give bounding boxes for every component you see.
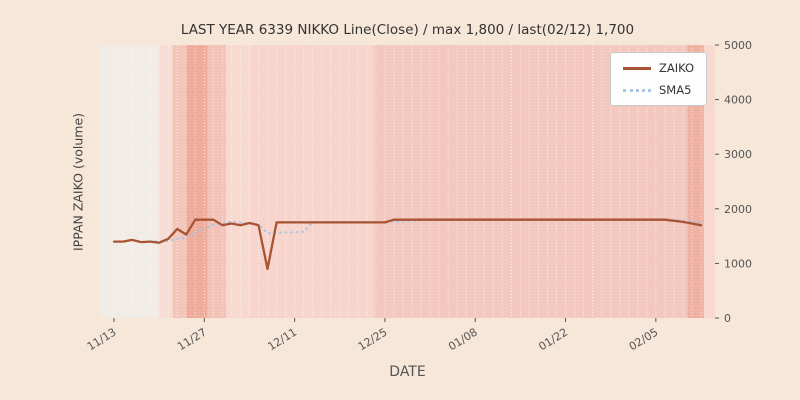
x-tick-label: 02/05 [627, 326, 661, 354]
y-tick-label: 0 [724, 312, 731, 325]
y-tick-label: 1000 [724, 257, 752, 270]
y-tick-label: 3000 [724, 148, 752, 161]
chart-title: LAST YEAR 6339 NIKKO Line(Close) / max 1… [180, 22, 635, 38]
shade-band [207, 45, 227, 318]
x-tick-label: 12/11 [265, 326, 299, 354]
y-axis-label: IPPAN ZAIKO (volume) [70, 112, 86, 252]
shade-band [250, 45, 374, 318]
shade-band [100, 45, 159, 318]
x-tick-label: 11/13 [85, 326, 119, 354]
legend-label-sma5: SMA5 [659, 83, 692, 97]
shade-band [226, 45, 251, 318]
zaiko-line [112, 218, 703, 271]
shade-band [703, 45, 715, 318]
sma5-line-sample-icon [623, 88, 651, 92]
y-tick-label: 5000 [724, 39, 752, 52]
shade-band [158, 45, 173, 318]
x-tick-label: 01/08 [446, 326, 480, 354]
x-tick-label: 12/25 [356, 326, 390, 354]
shade-band [172, 45, 187, 318]
x-tick-label: 01/22 [536, 326, 570, 354]
zaiko-line-sample-icon [623, 66, 651, 70]
legend: ZAIKO SMA5 [610, 52, 708, 106]
x-axis-label: DATE [389, 364, 426, 380]
x-tick-label: 11/27 [175, 326, 209, 354]
legend-item-zaiko: ZAIKO [623, 61, 694, 75]
shade-band [186, 45, 208, 318]
legend-item-sma5: SMA5 [623, 83, 694, 97]
y-tick-label: 4000 [724, 94, 752, 107]
legend-label-zaiko: ZAIKO [659, 61, 695, 75]
y-tick-label: 2000 [724, 203, 752, 216]
